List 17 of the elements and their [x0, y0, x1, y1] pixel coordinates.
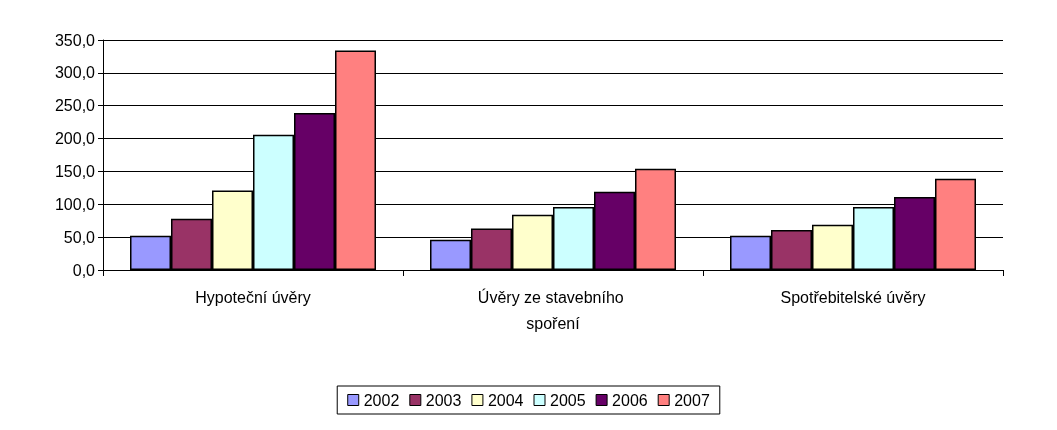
y-tick-label: 150,0 [54, 162, 96, 180]
x-tick-label: Spotřebitelské úvěry [780, 288, 926, 306]
legend-label: 2006 [612, 391, 648, 409]
y-tick-label: 350,0 [54, 31, 96, 49]
legend-label: 2005 [550, 391, 586, 409]
legend-label: 2003 [425, 391, 462, 409]
legend-label: 2004 [487, 391, 524, 409]
y-tick-label: 250,0 [54, 97, 96, 115]
legend-label: 2007 [674, 391, 710, 409]
y-tick-label: 50,0 [63, 228, 96, 246]
y-tick-label: 100,0 [54, 195, 96, 213]
y-tick-label: 300,0 [54, 64, 96, 82]
y-tick-label: 0,0 [72, 261, 96, 279]
y-tick-label: 200,0 [54, 130, 96, 148]
x-tick-label: Hypoteční úvěry [195, 288, 311, 306]
legend-label: 2002 [363, 391, 400, 409]
x-tick-label: Úvěry ze stavebního spoření [477, 287, 629, 332]
